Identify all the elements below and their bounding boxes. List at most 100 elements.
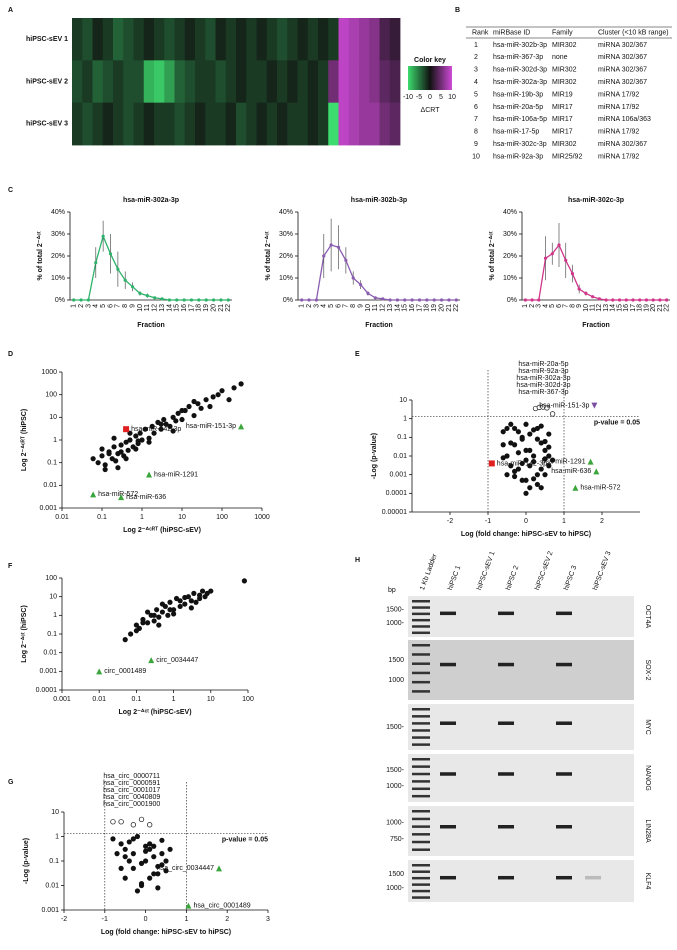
point bbox=[381, 297, 385, 301]
heatmap-cell bbox=[236, 60, 247, 104]
point bbox=[186, 403, 192, 410]
point bbox=[179, 407, 185, 414]
point bbox=[137, 430, 143, 436]
point bbox=[116, 267, 120, 271]
colorbar-tick-label: 5 bbox=[439, 94, 443, 101]
point bbox=[523, 490, 529, 496]
point bbox=[210, 394, 216, 400]
marker-label: 1500 bbox=[388, 871, 404, 878]
annotation: hsa-miR-1291 bbox=[542, 458, 586, 465]
heatmap-cell bbox=[307, 60, 319, 104]
point bbox=[336, 245, 341, 249]
point bbox=[122, 846, 128, 852]
point bbox=[344, 258, 348, 262]
point bbox=[538, 485, 544, 491]
point bbox=[550, 252, 554, 256]
point bbox=[125, 447, 131, 453]
gel-band bbox=[440, 875, 456, 880]
x-tick-label: 11 bbox=[372, 304, 379, 311]
point bbox=[197, 298, 201, 302]
point bbox=[226, 397, 232, 403]
table-cell: miRNA 17/92 bbox=[598, 91, 639, 98]
ladder-band bbox=[412, 606, 430, 609]
open-point bbox=[549, 411, 556, 417]
gel-panel bbox=[408, 596, 634, 637]
x-tick-label: 16 bbox=[181, 304, 188, 312]
point bbox=[219, 388, 225, 394]
heatmap-cell bbox=[379, 60, 391, 104]
table-header: Rank bbox=[472, 29, 489, 36]
table-cell: MIR25/92 bbox=[552, 153, 582, 160]
heatmap-cell bbox=[297, 102, 309, 146]
point bbox=[144, 620, 151, 626]
point bbox=[231, 385, 237, 391]
point bbox=[329, 243, 333, 247]
x-axis-label: Log 2⁻ᐞᶜᴿᵀ (hiPSC-sEV) bbox=[123, 526, 201, 534]
point bbox=[126, 858, 132, 864]
x-tick-label: 20 bbox=[210, 304, 217, 312]
point bbox=[191, 398, 197, 405]
point bbox=[159, 851, 165, 857]
point bbox=[570, 272, 575, 276]
point bbox=[133, 628, 139, 634]
x-tick-label: 10 bbox=[207, 696, 215, 703]
x-tick-label: 11 bbox=[144, 304, 151, 311]
point bbox=[322, 254, 326, 258]
ladder-band bbox=[412, 840, 430, 844]
heatmap-cell bbox=[246, 102, 257, 146]
y-tick-label: 10% bbox=[279, 275, 293, 282]
point bbox=[143, 843, 149, 849]
point bbox=[151, 843, 157, 849]
gel-panel bbox=[408, 754, 634, 802]
marker-label: 1500- bbox=[386, 767, 405, 774]
point bbox=[519, 436, 525, 442]
point bbox=[504, 472, 510, 478]
heatmap-cell bbox=[133, 18, 145, 61]
ladder-band bbox=[412, 729, 430, 732]
table-header: Family bbox=[552, 29, 573, 36]
x-tick-label: 18 bbox=[424, 304, 431, 312]
heatmap-cell bbox=[236, 18, 247, 61]
point bbox=[146, 435, 152, 441]
gel-panel bbox=[408, 860, 634, 902]
point bbox=[591, 295, 595, 299]
point bbox=[151, 430, 157, 436]
point bbox=[72, 298, 76, 302]
point bbox=[101, 234, 105, 238]
table-cell: MIR302 bbox=[552, 67, 577, 74]
point bbox=[439, 298, 444, 302]
point bbox=[515, 450, 522, 456]
point bbox=[79, 298, 83, 302]
x-tick-label: 0 bbox=[144, 916, 148, 923]
x-tick-label: 0.01 bbox=[92, 696, 106, 703]
point bbox=[156, 622, 162, 628]
panel-letter: B bbox=[455, 7, 460, 14]
point bbox=[171, 611, 177, 617]
heatmap-cell bbox=[113, 18, 124, 61]
table-cell: hsa-miR-19b-3p bbox=[493, 91, 543, 98]
marker-label: 1000- bbox=[386, 820, 405, 827]
point bbox=[146, 439, 152, 445]
lane-label: hiPSC 3 bbox=[563, 565, 578, 592]
point bbox=[530, 298, 534, 302]
heatmap-cell bbox=[174, 18, 186, 61]
y-tick-label: 0.001 bbox=[39, 505, 57, 512]
gene-label: MYC bbox=[644, 719, 651, 735]
x-tick-label: 2 bbox=[225, 916, 229, 923]
y-tick-label: 1 bbox=[53, 612, 57, 619]
gel-band bbox=[498, 611, 514, 616]
x-tick-label: 5 bbox=[100, 304, 107, 308]
ladder-band bbox=[412, 743, 430, 746]
point bbox=[211, 298, 216, 302]
x-tick-label: 2 bbox=[306, 304, 313, 308]
point bbox=[86, 298, 91, 302]
y-tick-label: 0.001 bbox=[41, 907, 59, 914]
colorbar-tick-label: 0 bbox=[428, 94, 432, 101]
panel-letter: E bbox=[355, 351, 360, 358]
heatmap-cell bbox=[348, 18, 360, 61]
chart-title: hsa-miR-302b-3p bbox=[351, 197, 407, 204]
x-tick-label: 13 bbox=[387, 304, 394, 312]
x-tick-label: 8 bbox=[350, 304, 357, 308]
point bbox=[219, 298, 223, 302]
point bbox=[156, 614, 162, 620]
